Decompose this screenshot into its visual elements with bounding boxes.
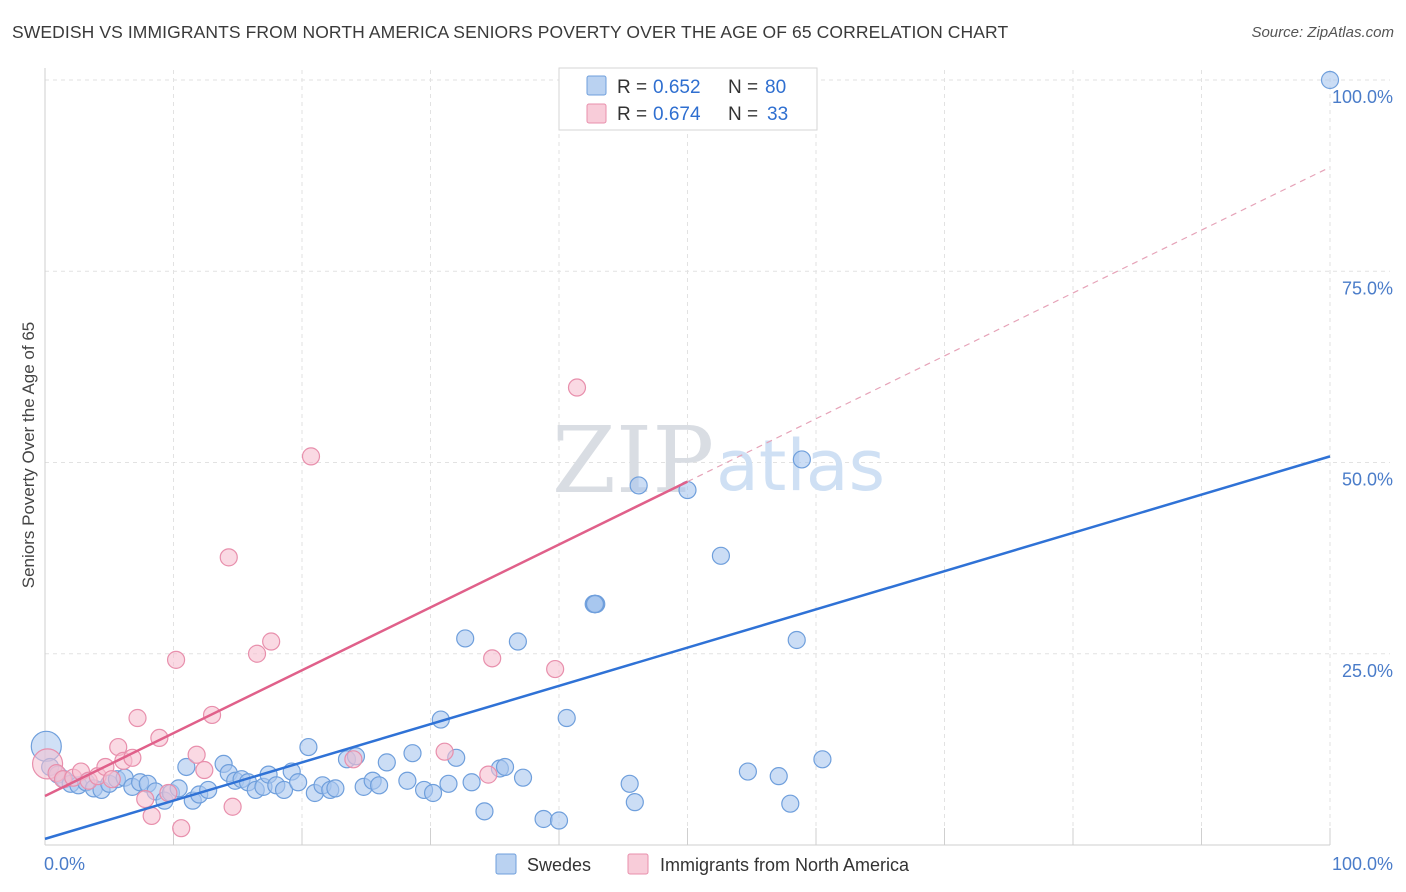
point-swedes (299, 737, 318, 757)
point-immigrants (262, 632, 281, 651)
point-immigrants (567, 378, 587, 397)
chart-title: SWEDISH VS IMMIGRANTS FROM NORTH AMERICA… (12, 22, 1009, 42)
point-immigrants (128, 708, 147, 728)
point-swedes (787, 630, 806, 650)
y-tick-label: 75.0% (1342, 278, 1393, 298)
point-immigrants (136, 789, 155, 809)
point-immigrants (123, 748, 142, 767)
point-swedes (585, 594, 605, 614)
point-swedes (462, 773, 481, 792)
point-immigrants (344, 750, 363, 769)
axes (44, 68, 1331, 846)
point-swedes (377, 753, 396, 772)
point-swedes (1320, 70, 1340, 90)
point-swedes (289, 773, 308, 792)
legend-r-value: 0.674 (653, 104, 701, 125)
point-immigrants (301, 447, 321, 466)
point-swedes (629, 476, 648, 495)
point-immigrants (223, 797, 242, 816)
bottom-legend: Swedes Immigrants from North America (495, 853, 910, 875)
legend-n-value: 80 (765, 77, 786, 98)
point-immigrants (435, 742, 454, 761)
point-swedes (513, 768, 533, 787)
data-points (30, 70, 1340, 838)
legend-swatch-immigrants (586, 103, 607, 124)
point-swedes (508, 632, 527, 651)
point-immigrants (195, 760, 214, 780)
point-swedes (439, 774, 458, 793)
point-swedes (370, 776, 389, 795)
legend-n-value: 33 (767, 104, 788, 125)
trend-line-immigrants-extension (687, 166, 1331, 483)
legend-r-label: R = (617, 77, 647, 98)
point-swedes (781, 794, 800, 813)
point-swedes (274, 780, 294, 800)
point-immigrants (479, 765, 498, 784)
point-immigrants (172, 819, 191, 838)
point-immigrants (546, 659, 565, 679)
point-swedes (557, 708, 576, 728)
point-swedes (403, 744, 422, 763)
point-swedes (423, 783, 443, 803)
x-tick-label: 100.0% (1332, 854, 1393, 874)
bottom-legend-swatch-immigrants (627, 853, 649, 875)
trend-line-swedes (44, 455, 1331, 841)
bottom-legend-swatch-swedes (495, 853, 517, 875)
y-tick-label: 50.0% (1342, 470, 1393, 490)
point-swedes (475, 802, 494, 821)
legend-r-label: R = (617, 104, 647, 125)
point-swedes (711, 546, 731, 565)
point-swedes (769, 767, 788, 786)
legend-n-label: N = (728, 104, 758, 125)
point-swedes (620, 774, 639, 793)
y-tick-label: 100.0% (1332, 87, 1393, 107)
y-tick-label: 25.0% (1342, 661, 1393, 681)
x-tick-labels: 0.0% 100.0% (44, 854, 1393, 874)
point-swedes (813, 750, 832, 769)
trend-lines (44, 166, 1331, 841)
legend: R = 0.652 N = 80 R = 0.674 N = 33 (558, 67, 818, 131)
point-swedes (326, 779, 345, 798)
y-tick-labels: 100.0% 75.0% 50.0% 25.0% (1332, 87, 1393, 681)
point-swedes (177, 757, 196, 777)
x-tick-label: 0.0% (44, 854, 85, 874)
point-immigrants (159, 783, 178, 803)
bottom-legend-label-swedes: Swedes (527, 855, 591, 875)
point-immigrants (166, 650, 186, 669)
watermark: ZIP atlas (552, 407, 885, 514)
point-swedes (456, 629, 475, 648)
point-swedes (495, 757, 515, 777)
legend-r-value: 0.652 (653, 77, 701, 98)
legend-n-label: N = (728, 77, 758, 98)
point-immigrants (102, 770, 121, 789)
legend-swatch-swedes (586, 75, 607, 96)
point-swedes (398, 771, 417, 790)
point-immigrants (483, 649, 502, 668)
trend-line-immigrants (44, 480, 689, 798)
point-swedes (549, 811, 569, 830)
point-swedes (738, 762, 757, 781)
point-swedes (792, 450, 811, 469)
point-immigrants (219, 548, 238, 567)
source-label: Source: ZipAtlas.com (1251, 24, 1394, 41)
point-immigrants (247, 644, 267, 663)
point-swedes (534, 809, 553, 829)
point-immigrants (187, 745, 206, 764)
point-swedes (625, 793, 644, 812)
bottom-legend-label-immigrants: Immigrants from North America (660, 855, 910, 875)
y-axis-label: Seniors Poverty Over the Age of 65 (19, 322, 38, 588)
